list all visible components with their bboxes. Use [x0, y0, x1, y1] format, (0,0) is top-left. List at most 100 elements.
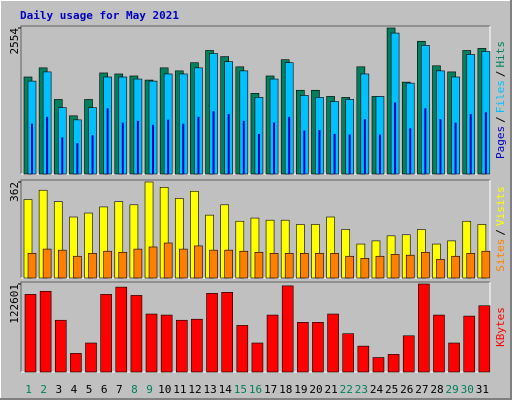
- bar: [469, 113, 472, 174]
- bar: [197, 116, 200, 174]
- bar: [451, 255, 460, 279]
- bar: [221, 292, 233, 373]
- bar: [70, 353, 82, 373]
- bar: [281, 285, 294, 373]
- legend-entry: Files: [494, 80, 507, 113]
- bar: [100, 294, 112, 373]
- bar: [206, 293, 218, 373]
- x-tick-label: 15: [234, 383, 247, 396]
- bar: [418, 283, 430, 373]
- x-tick-label: 22: [340, 383, 353, 396]
- x-tick-label: 16: [249, 383, 262, 396]
- x-tick-label: 30: [461, 383, 474, 396]
- x-tick-label: 14: [219, 383, 233, 396]
- bar: [378, 134, 381, 174]
- x-tick-label: 21: [325, 383, 338, 396]
- bar: [194, 245, 203, 279]
- x-tick-label: 23: [355, 383, 368, 396]
- x-tick-label: 20: [309, 383, 322, 396]
- bar: [327, 313, 339, 373]
- bar: [387, 354, 400, 373]
- bar: [91, 135, 94, 174]
- bar: [121, 122, 124, 174]
- bar: [160, 314, 173, 373]
- bar: [61, 137, 64, 174]
- bar: [239, 250, 249, 279]
- bar: [448, 342, 460, 373]
- bar: [454, 122, 457, 174]
- legend-entry: Sites: [494, 239, 507, 272]
- bar: [439, 119, 442, 174]
- bar: [212, 111, 215, 174]
- legend: Sites / Visits: [494, 186, 507, 272]
- bar: [433, 314, 445, 373]
- bar: [266, 314, 279, 373]
- bar: [31, 123, 33, 174]
- panel-border-dark: [20, 281, 490, 372]
- x-tick-label: 18: [279, 383, 292, 396]
- x-tick-label: 13: [203, 383, 216, 396]
- bar: [318, 129, 321, 174]
- x-tick-label: 2: [40, 383, 47, 396]
- bar: [163, 242, 173, 279]
- x-tick-label: 24: [370, 383, 384, 396]
- y-tick-label: 362: [8, 182, 21, 202]
- bar: [24, 294, 37, 373]
- bar: [375, 255, 385, 279]
- bar: [288, 116, 291, 174]
- x-tick-label: 1: [25, 383, 32, 396]
- bar: [357, 345, 370, 373]
- bar: [390, 254, 400, 279]
- x-tick-label: 3: [56, 383, 63, 396]
- bar: [254, 251, 264, 279]
- bar: [76, 143, 79, 174]
- bar: [360, 258, 370, 279]
- bar: [394, 102, 397, 174]
- bar: [103, 250, 112, 279]
- bar: [463, 315, 476, 373]
- x-tick-label: 17: [264, 383, 277, 396]
- bar: [372, 357, 385, 373]
- bar: [348, 134, 351, 174]
- bar: [136, 120, 139, 174]
- bar: [342, 333, 355, 373]
- bar: [191, 318, 203, 373]
- bar: [115, 286, 128, 373]
- bar: [330, 253, 339, 279]
- bar: [85, 342, 97, 373]
- bar: [402, 335, 415, 373]
- bar: [242, 120, 245, 174]
- bar: [88, 253, 97, 279]
- bar: [209, 249, 218, 279]
- bar: [284, 253, 294, 279]
- bar: [315, 253, 324, 279]
- bar: [175, 319, 188, 373]
- x-tick-label: 29: [446, 383, 459, 396]
- bar: [481, 250, 491, 279]
- bar: [333, 133, 336, 174]
- x-tick-label: 11: [173, 383, 186, 396]
- legend-entry: Hits: [494, 41, 507, 68]
- legend-entry: Visits: [494, 186, 507, 226]
- bar: [405, 254, 415, 279]
- x-tick-label: 31: [476, 383, 489, 396]
- legend-entry: Pages: [494, 126, 507, 159]
- legend: Pages / Files / Hits: [494, 41, 507, 159]
- x-tick-label: 27: [415, 383, 428, 396]
- legend-separator: /: [494, 116, 507, 123]
- bar: [182, 123, 185, 174]
- x-tick-label: 7: [116, 383, 123, 396]
- bar: [106, 108, 109, 174]
- bar: [152, 124, 155, 174]
- x-tick-label: 10: [158, 383, 171, 396]
- x-tick-label: 5: [86, 383, 93, 396]
- x-tick-label: 4: [71, 383, 78, 396]
- bar: [39, 290, 52, 373]
- bar: [257, 133, 260, 174]
- bar: [421, 251, 430, 279]
- bar: [251, 342, 264, 373]
- y-tick-label: 122601: [8, 284, 21, 324]
- bar: [345, 255, 355, 279]
- bar: [224, 249, 233, 279]
